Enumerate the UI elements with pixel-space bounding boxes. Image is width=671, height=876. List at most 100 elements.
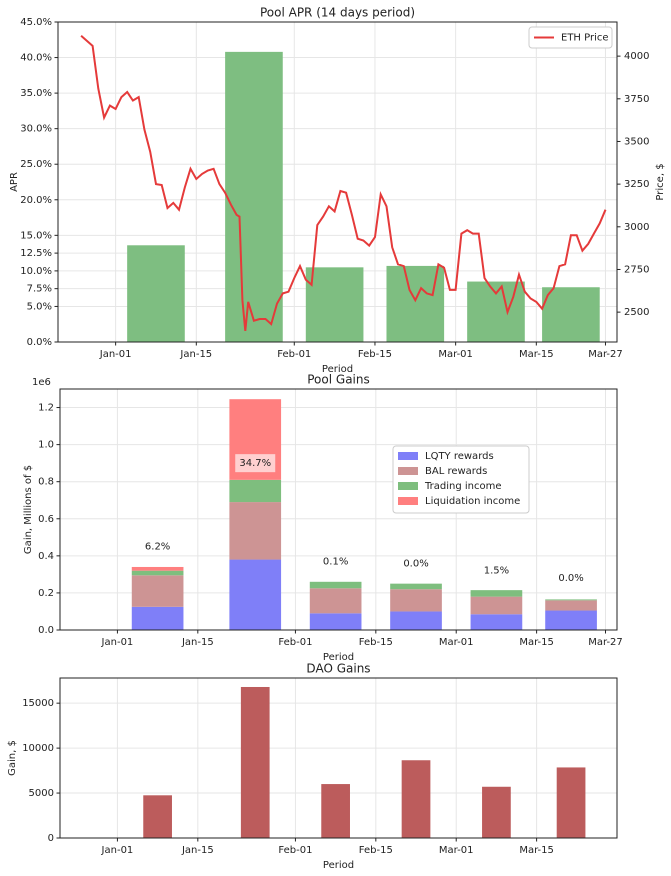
gains-bar-segment [309,613,362,630]
dao-bar [482,786,511,838]
y-right-tick-label: 3500 [624,136,649,147]
y-tick-label: 30.0% [20,124,52,135]
dao-bar [401,760,431,838]
gains-bar-segment [470,614,523,630]
gains-bar-segment [229,559,282,630]
x-tick-label: Mar-15 [519,349,554,360]
legend-label: Trading income [424,481,502,492]
legend-label: BAL rewards [425,466,487,477]
y-tick-label: 0.4 [38,551,54,562]
y-tick-label: 15.0% [20,230,52,241]
y-tick-label: 1.0 [38,440,54,451]
y-tick-label: 0.8 [38,477,54,488]
x-axis-label: Period [323,860,354,871]
y-tick-label: 40.0% [20,53,52,64]
x-tick-label: Mar-15 [519,845,554,856]
legend-swatch [398,452,418,460]
gains-bar-segment [470,590,523,597]
y-right-tick-label: 2500 [624,307,649,318]
y-axis-label: Gain, Millions of $ [23,465,34,554]
y-offset-text: 1e6 [32,377,51,388]
legend-box [528,26,613,49]
apr-bar [127,245,185,342]
y-right-axis-label: Price, $ [655,163,666,200]
x-tick-label: Mar-01 [439,845,474,856]
x-tick-label: Mar-01 [439,637,474,648]
gains-bar-segment [545,599,597,601]
apr-legend: ETH Price [528,26,613,49]
apr-bar [386,265,445,342]
gains-bar-segment [131,566,184,571]
apr-bar [225,51,283,342]
legend-label-eth-price: ETH Price [561,33,609,44]
x-tick-label: Mar-27 [588,349,623,360]
legend-label: LQTY rewards [425,451,494,462]
dao-bar [321,784,350,838]
y-tick-label: 0 [48,833,54,844]
legend-label: Liquidation income [425,496,520,507]
y-right-tick-label: 3000 [624,222,649,233]
apr-bar [542,287,600,342]
x-tick-label: Feb-15 [359,637,393,648]
legend-swatch [398,497,418,505]
dao-bar [143,795,172,838]
y-tick-label: 0.0% [27,337,52,348]
y-axis-label: Gain, $ [7,740,18,776]
x-axis-label: Period [323,652,354,663]
y-tick-label: 0.2 [38,588,54,599]
gains-legend: LQTY rewards BAL rewards Trading income Liq… [392,445,530,514]
dao-bar [556,767,586,838]
y-tick-label: 12.5% [20,248,52,259]
y-tick-label: 1.2 [38,403,54,414]
chart-title: Pool APR (14 days period) [260,6,415,20]
gains-bar-segment [545,610,597,630]
y-right-tick-label: 4000 [624,51,649,62]
x-tick-label: Mar-01 [438,349,473,360]
x-tick-label: Feb-01 [277,349,311,360]
chart-title: Pool Gains [307,373,369,387]
gains-bar-segment [309,581,362,589]
gains-bar-segment [545,600,597,611]
x-tick-label: Feb-15 [359,845,393,856]
legend-swatch [398,482,418,490]
gains-annotation: 1.5% [484,566,509,577]
legend-box [392,445,530,514]
y-axis-label: APR [9,172,20,192]
x-tick-label: Jan-15 [179,349,212,360]
x-tick-label: Mar-15 [519,637,554,648]
y-tick-label: 10.0% [20,266,52,277]
apr-bar [467,281,525,342]
eth-price-line [80,34,607,331]
x-tick-label: Jan-15 [181,845,214,856]
gains-annotation: 0.0% [403,558,428,569]
gains-bar-segment [309,588,362,614]
plot-frame [59,677,618,839]
x-tick-label: Jan-01 [101,637,134,648]
y-right-tick-label: 3250 [624,179,649,190]
apr-bar [305,267,364,342]
y-tick-label: 20.0% [20,195,52,206]
y-tick-label: 35.0% [20,88,52,99]
y-tick-label: 45.0% [20,17,52,28]
gains-bar-segment [390,583,442,590]
gains-bar-segment [390,589,442,612]
gains-bar-segment [470,596,523,615]
legend-swatch [398,467,418,475]
gains-bar-segment [229,479,282,503]
x-tick-label: Feb-15 [358,349,392,360]
y-tick-label: 25.0% [20,159,52,170]
gains-annotation: 0.0% [558,573,583,584]
y-tick-label: 10000 [22,743,54,754]
y-right-tick-label: 3750 [624,94,649,105]
y-tick-label: 15000 [22,698,54,709]
x-tick-label: Jan-15 [181,637,214,648]
gains-bar-segment [229,502,282,560]
x-tick-label: Jan-01 [101,845,134,856]
y-tick-label: 5000 [29,788,54,799]
x-tick-label: Feb-01 [278,637,312,648]
y-tick-label: 5.0% [27,301,52,312]
gains-annotation: 34.7% [239,458,271,469]
y-tick-label: 7.5% [27,284,52,295]
x-tick-label: Jan-01 [99,349,132,360]
